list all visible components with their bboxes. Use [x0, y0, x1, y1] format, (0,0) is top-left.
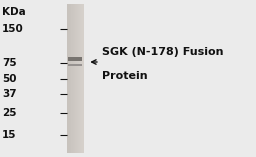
Text: 150: 150: [2, 24, 24, 34]
Text: 15: 15: [2, 130, 16, 140]
Text: 37: 37: [2, 89, 17, 99]
Bar: [80, 4, 81, 153]
Bar: [68, 4, 69, 153]
Bar: [78, 4, 79, 153]
Bar: [81, 4, 82, 153]
Bar: [73, 4, 74, 153]
Bar: [74, 4, 76, 153]
Text: 25: 25: [2, 108, 16, 118]
Text: KDa: KDa: [2, 7, 26, 17]
Bar: [67, 4, 68, 153]
Bar: [76, 4, 77, 153]
Text: Protein: Protein: [102, 71, 148, 81]
Bar: [77, 4, 78, 153]
Bar: [82, 4, 83, 153]
Text: 50: 50: [2, 73, 16, 84]
Text: SGK (N-178) Fusion: SGK (N-178) Fusion: [102, 47, 224, 57]
Bar: [68, 64, 82, 66]
Bar: [72, 4, 73, 153]
Bar: [68, 57, 82, 61]
Bar: [79, 4, 80, 153]
Text: 75: 75: [2, 58, 17, 68]
Bar: [69, 4, 70, 153]
Bar: [71, 4, 72, 153]
Bar: [70, 4, 71, 153]
